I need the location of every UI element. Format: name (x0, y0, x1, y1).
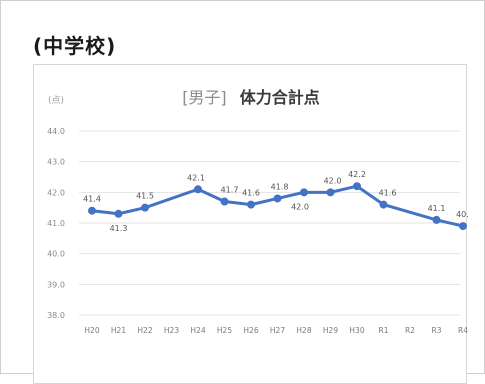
x-tick-label: R2 (405, 326, 415, 335)
data-point (88, 206, 96, 215)
data-point (220, 197, 229, 206)
x-tick-label: R4 (458, 326, 468, 335)
chart-title-prefix: [男子] (182, 88, 227, 107)
data-label: 41.7 (221, 186, 239, 195)
data-point (247, 200, 255, 209)
data-label: 41.6 (242, 189, 260, 198)
y-tick-label: 40.0 (47, 250, 65, 259)
x-tick-label: H24 (190, 326, 205, 335)
x-tick-label: R1 (379, 326, 389, 335)
data-point (194, 185, 202, 194)
x-tick-label: H23 (164, 326, 179, 335)
y-tick-label: 41.0 (47, 219, 65, 228)
y-tick-label: 43.0 (47, 158, 65, 167)
y-tick-labels: 44.0 43.0 42.0 41.0 40.0 39.0 38.0 (47, 127, 65, 320)
data-label: 41.6 (379, 189, 397, 198)
section-heading: (中学校) (33, 34, 117, 58)
x-tick-label: H26 (243, 326, 258, 335)
data-labels: 41.441.341.542.141.7 41.641.842.042.042.2… (83, 170, 468, 233)
x-tick-labels: H20 H21 H22 H23 H24 H25 H26 H27 H28 H29 H30 R1 R2 R3 R… (84, 326, 468, 335)
data-point (459, 222, 467, 231)
data-points (88, 182, 467, 231)
y-tick-label: 39.0 (47, 280, 65, 289)
data-point (326, 188, 335, 197)
data-label: 41.4 (83, 195, 101, 204)
data-label: 41.1 (428, 204, 446, 213)
data-label: 41.8 (271, 182, 289, 191)
data-label: 41.3 (110, 224, 128, 233)
data-label: 42.1 (187, 173, 205, 182)
y-tick-label: 38.0 (47, 311, 65, 320)
x-tick-label: H22 (137, 326, 152, 335)
x-tick-label: H25 (217, 326, 232, 335)
chart-title-main: 体力合計点 (240, 88, 320, 107)
line-chart: 44.043.042.041.040.039.038.0 H20 H21 H22 H2… (47, 88, 468, 335)
data-point (379, 200, 388, 209)
data-label: 42.0 (291, 202, 309, 211)
x-tick-label: H27 (270, 326, 285, 335)
y-tick-label: 44.0 (47, 127, 65, 136)
data-label: 40.9 (456, 210, 468, 219)
y-tick-label: 42.0 (47, 188, 65, 197)
chart-card: 44.0 43.0 42.0 41.0 40.0 39.0 38.0 H20 H21 H22 H2… (33, 64, 468, 384)
x-tick-label: H21 (111, 326, 126, 335)
x-tick-label: H29 (323, 326, 338, 335)
chart-title: [男子] 体力合計点 (182, 88, 320, 107)
data-label: 42.2 (348, 170, 366, 179)
data-label: 42.0 (324, 176, 342, 185)
x-tick-label: H20 (84, 326, 99, 335)
data-point (273, 194, 282, 203)
x-tick-label: R3 (432, 326, 442, 335)
data-point (432, 215, 441, 224)
data-point (141, 203, 149, 212)
x-tick-label: H28 (296, 326, 311, 335)
data-point (300, 188, 308, 197)
data-point (353, 182, 361, 191)
grid-layer (79, 130, 460, 316)
data-label: 41.5 (136, 192, 154, 201)
y-axis-label: (点) (48, 95, 64, 106)
data-point (114, 209, 123, 218)
x-tick-label: H30 (349, 326, 364, 335)
